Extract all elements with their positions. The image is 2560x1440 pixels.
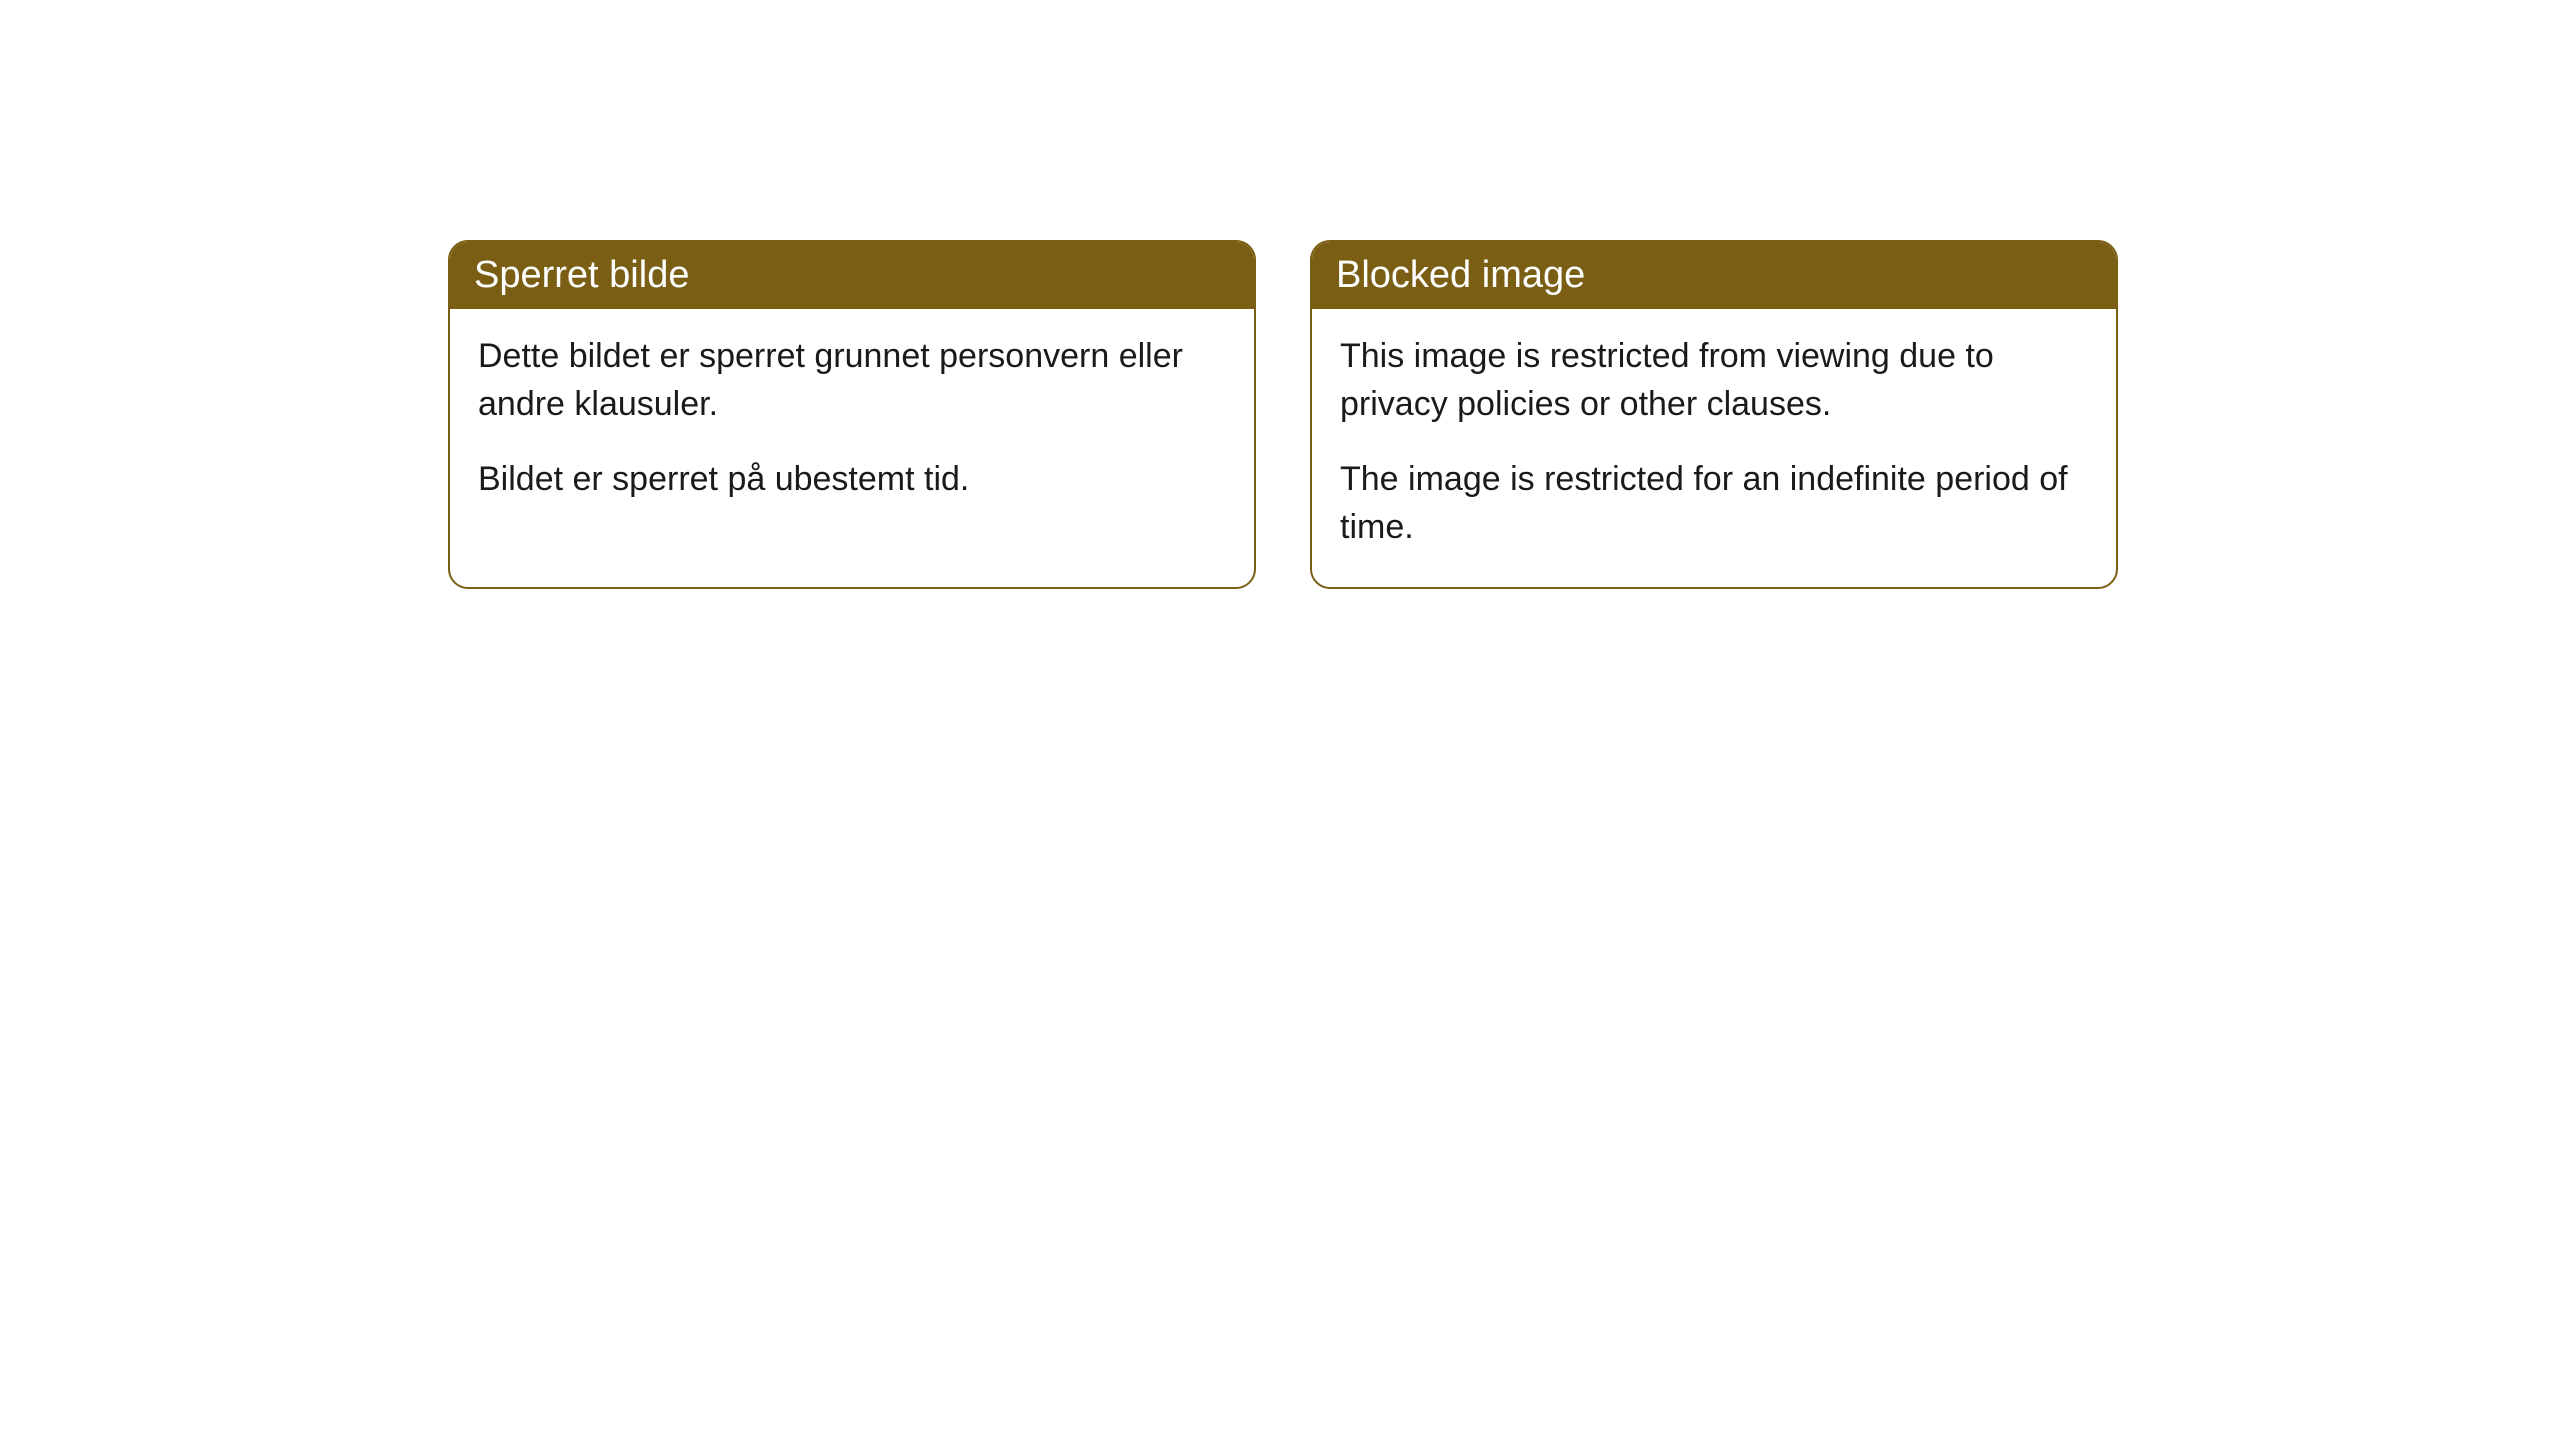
notice-body-english: This image is restricted from viewing du… [1312,309,2116,587]
notice-card-norwegian: Sperret bilde Dette bildet er sperret gr… [448,240,1256,589]
notice-title-english: Blocked image [1336,254,1585,296]
notice-cards-container: Sperret bilde Dette bildet er sperret gr… [448,240,2118,589]
notice-paragraph-2-english: The image is restricted for an indefinit… [1340,456,2088,551]
notice-header-english: Blocked image [1312,242,2116,309]
notice-card-english: Blocked image This image is restricted f… [1310,240,2118,589]
notice-header-norwegian: Sperret bilde [450,242,1254,309]
notice-paragraph-1-english: This image is restricted from viewing du… [1340,333,2088,428]
notice-paragraph-1-norwegian: Dette bildet er sperret grunnet personve… [478,333,1226,428]
notice-body-norwegian: Dette bildet er sperret grunnet personve… [450,309,1254,540]
notice-title-norwegian: Sperret bilde [474,254,689,296]
notice-paragraph-2-norwegian: Bildet er sperret på ubestemt tid. [478,456,1226,504]
